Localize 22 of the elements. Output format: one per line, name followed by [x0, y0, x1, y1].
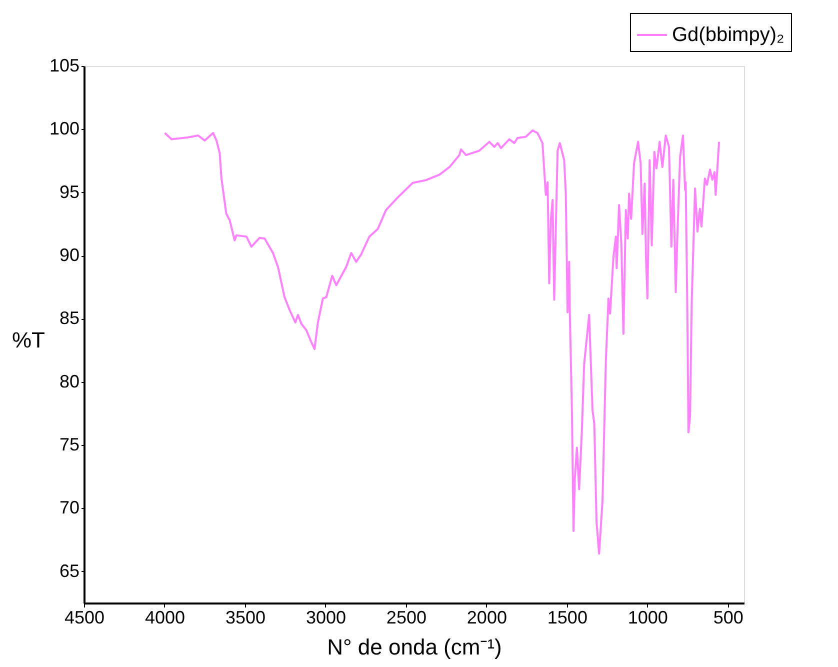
x-tick-label: 4000	[144, 608, 186, 628]
line-series	[164, 129, 720, 555]
x-tick-label: 500	[713, 608, 744, 628]
y-tick-label: 105	[49, 56, 80, 76]
y-tick-label: 85	[59, 308, 80, 328]
y-tick-label: 75	[59, 434, 80, 455]
x-tick-label: 3500	[225, 608, 266, 628]
x-tick-label: 3000	[306, 608, 346, 628]
y-tick-label: 95	[59, 182, 80, 202]
y-tick-label: 65	[59, 560, 80, 581]
x-tick-label: 2500	[386, 608, 426, 628]
legend-label: Gd(bbimpy)₂	[672, 24, 784, 46]
x-tick-label: 2000	[466, 608, 507, 628]
y-tick-label: 100	[49, 118, 80, 139]
y-tick-label: 70	[59, 498, 80, 518]
y-tick-label: 80	[59, 371, 80, 392]
x-axis-title: N° de onda (cm⁻¹)	[327, 634, 502, 660]
y-tick-label: 90	[59, 245, 80, 266]
x-tick-label: 1000	[628, 608, 668, 628]
x-tick-label: 1500	[547, 608, 588, 628]
x-tick-label: 4500	[64, 608, 105, 628]
y-axis-title: %T	[12, 328, 45, 352]
